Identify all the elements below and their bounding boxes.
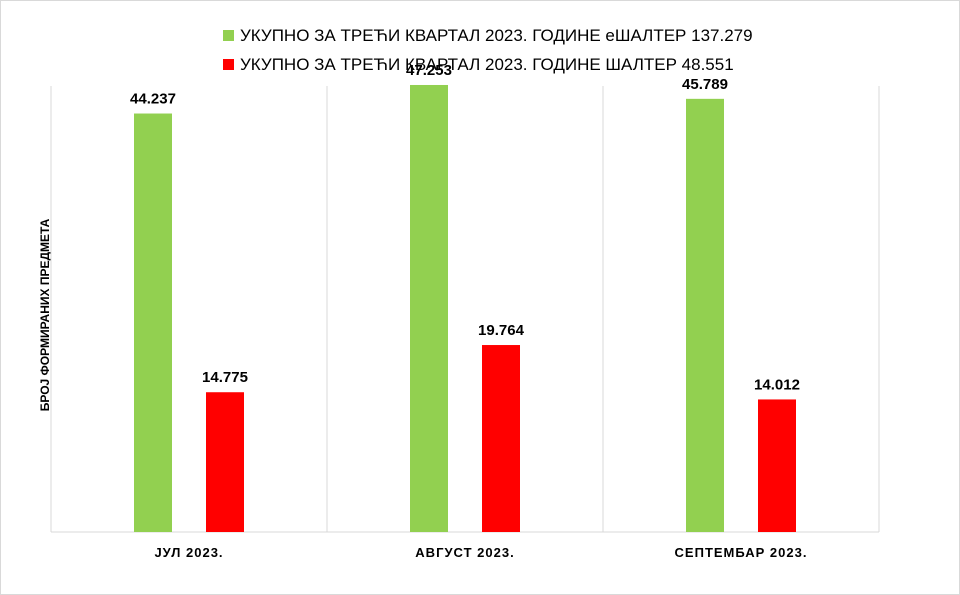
- legend-swatch-green: [223, 30, 234, 41]
- data-label-shalter-1: 19.764: [478, 322, 525, 339]
- legend-swatch-red: [223, 59, 234, 70]
- x-tick-label: СЕПТЕМБАР 2023.: [675, 545, 808, 560]
- data-label-shalter-0: 14.775: [202, 369, 248, 386]
- x-tick-label: АВГУСТ 2023.: [415, 545, 514, 560]
- legend-item-shalter: УКУПНО ЗА ТРЕЋИ КВАРТАЛ 2023. ГОДИНЕ ШАЛ…: [223, 55, 734, 75]
- bar-shalter-0: [206, 392, 244, 532]
- bar-eshalter-0: [134, 113, 172, 533]
- bar-eshalter-1: [410, 84, 448, 532]
- bar-shalter-1: [482, 345, 520, 532]
- data-label-eshalter-0: 44.237: [130, 91, 176, 108]
- x-tick-label: ЈУЛ 2023.: [154, 545, 223, 560]
- bar-eshalter-2: [686, 98, 724, 532]
- legend-label-eshalter: УКУПНО ЗА ТРЕЋИ КВАРТАЛ 2023. ГОДИНЕ еША…: [240, 26, 753, 45]
- data-label-shalter-2: 14.012: [754, 376, 800, 393]
- legend-item-eshalter: УКУПНО ЗА ТРЕЋИ КВАРТАЛ 2023. ГОДИНЕ еША…: [223, 26, 753, 46]
- data-label-eshalter-1: 47.253: [406, 62, 452, 79]
- bar-shalter-2: [758, 399, 796, 532]
- legend-label-shalter: УКУПНО ЗА ТРЕЋИ КВАРТАЛ 2023. ГОДИНЕ ШАЛ…: [240, 55, 734, 74]
- data-label-eshalter-2: 45.789: [682, 76, 728, 93]
